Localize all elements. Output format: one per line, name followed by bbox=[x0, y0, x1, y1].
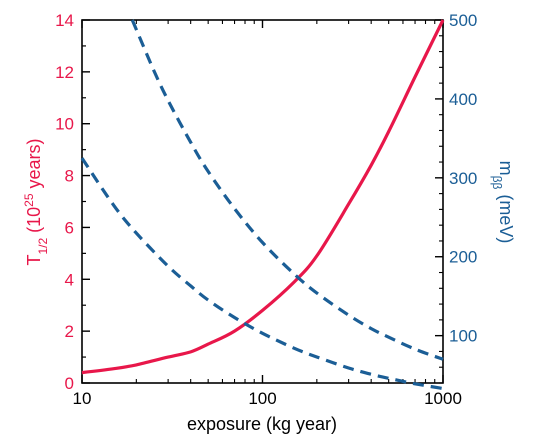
right-tick-label: 100 bbox=[449, 327, 477, 346]
left-axis-ticks: 0 2 4 6 8 10 12 14 bbox=[55, 11, 90, 393]
x-axis-title: exposure (kg year) bbox=[187, 414, 337, 434]
left-tick-label: 6 bbox=[65, 218, 74, 237]
right-tick-label: 300 bbox=[449, 169, 477, 188]
mass-curve-1 bbox=[130, 19, 444, 361]
left-tick-label: 14 bbox=[55, 11, 74, 30]
left-axis-title: T1/2 (1025 years) bbox=[22, 138, 50, 265]
left-tick-label: 10 bbox=[55, 115, 74, 134]
right-tick-label: 400 bbox=[449, 90, 477, 109]
x-tick-label: 100 bbox=[248, 389, 276, 408]
right-tick-label: 500 bbox=[449, 11, 477, 30]
right-axis-ticks: 100 200 300 400 500 bbox=[435, 11, 477, 384]
halflife-curve-0 bbox=[81, 19, 445, 375]
right-tick-label: 200 bbox=[449, 248, 477, 267]
left-tick-label: 12 bbox=[55, 63, 74, 82]
right-axis-title: mββ (meV) bbox=[490, 161, 516, 244]
left-tick-label: 4 bbox=[65, 270, 74, 289]
plot-frame bbox=[81, 19, 444, 384]
left-tick-label: 8 bbox=[65, 167, 74, 186]
left-tick-label: 0 bbox=[65, 374, 74, 393]
x-axis-ticks: 10 100 1000 bbox=[73, 20, 462, 408]
x-tick-label: 10 bbox=[73, 389, 92, 408]
x-tick-label: 1000 bbox=[424, 389, 462, 408]
left-tick-label: 2 bbox=[65, 322, 74, 341]
series-layer bbox=[80, 19, 445, 391]
mass-curve-2 bbox=[80, 157, 444, 391]
